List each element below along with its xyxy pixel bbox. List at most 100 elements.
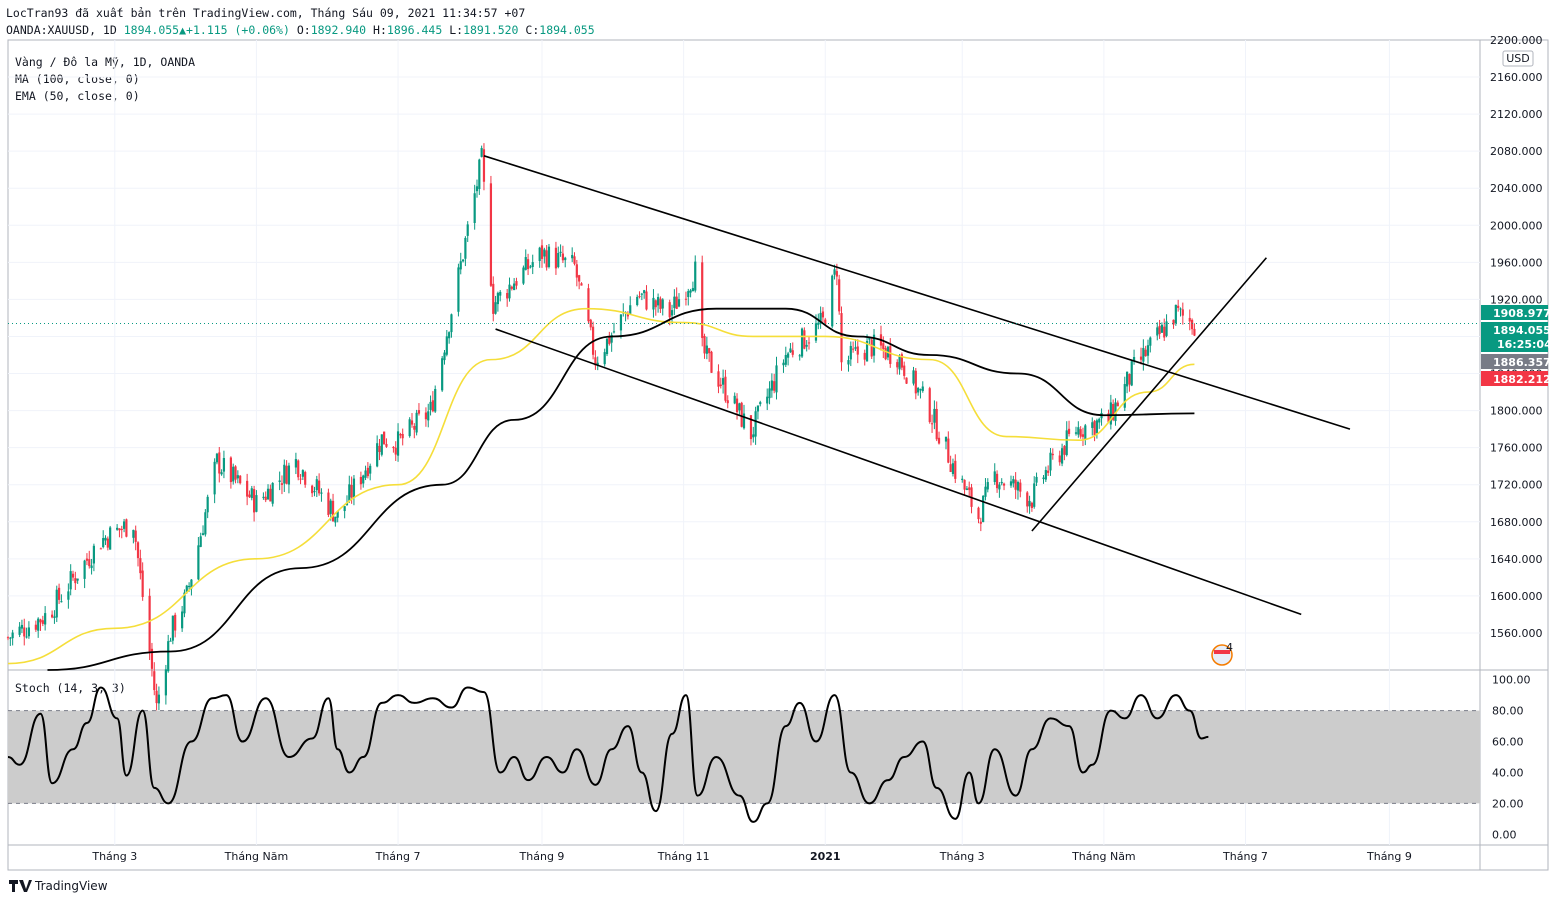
candle-body — [543, 249, 546, 257]
candle-body — [222, 457, 226, 472]
price-axis-label: 1760.000 — [1490, 442, 1543, 455]
candle-body — [638, 296, 641, 298]
candle-body — [1107, 413, 1110, 422]
low-price-tag[interactable] — [1481, 371, 1548, 386]
candle-body — [1077, 427, 1080, 435]
candle-body — [20, 624, 24, 629]
candle-body — [1146, 345, 1150, 356]
stoch-axis-label: 60.00 — [1492, 736, 1524, 749]
candle-body — [1084, 425, 1087, 440]
candle-body — [1165, 321, 1168, 336]
candle-body — [847, 360, 850, 365]
countdown-text: 16:25:04 — [1497, 338, 1552, 351]
candle-body — [234, 466, 237, 480]
candle-body — [262, 496, 265, 498]
candle-body — [102, 538, 105, 548]
candle-body — [278, 480, 281, 483]
candle-body — [1130, 361, 1133, 386]
candle-body — [742, 413, 746, 429]
price-axis-label: 1960.000 — [1490, 256, 1543, 269]
candle-body — [164, 669, 167, 696]
candle-body — [798, 355, 801, 357]
high-label: H: — [373, 23, 387, 37]
candle-body — [320, 492, 323, 494]
legend-ema[interactable]: EMA (50, close, 0) — [15, 89, 140, 103]
candle-body — [369, 465, 372, 474]
tradingview-footer[interactable]: TradingView — [8, 879, 108, 893]
trendline-3[interactable] — [1031, 257, 1268, 532]
candle-body — [914, 370, 917, 394]
candle-body — [800, 328, 804, 357]
candle-body — [726, 400, 729, 404]
mid-price-tag[interactable] — [1481, 354, 1548, 369]
candle-body — [752, 434, 755, 438]
legend-ma[interactable]: MA (100, close, 0) — [15, 72, 140, 86]
candle-body — [1016, 481, 1020, 491]
candle-body — [364, 470, 367, 478]
candle-body — [285, 465, 288, 484]
candle-body — [773, 381, 776, 391]
candle-body — [150, 648, 154, 669]
candle-body — [271, 482, 274, 504]
price-change: +1.115 (+0.06%) — [186, 23, 290, 37]
high-price-tag[interactable] — [1481, 305, 1548, 320]
candle-body — [1139, 356, 1143, 360]
ma-100-line[interactable] — [47, 307, 1195, 671]
ema-50-line[interactable] — [7, 307, 1195, 665]
candle-body — [1026, 492, 1029, 507]
candle-body — [986, 482, 989, 490]
candle-body — [640, 293, 643, 295]
candle-body — [1172, 319, 1175, 325]
candle-body — [1156, 327, 1159, 336]
candle-body — [187, 585, 191, 588]
candle-body — [1179, 308, 1182, 310]
candle-body — [835, 271, 838, 277]
candle-body — [559, 251, 562, 253]
trendline-1[interactable] — [483, 155, 1351, 430]
candle-body — [547, 246, 551, 268]
candle-body — [643, 290, 646, 294]
candle-body — [824, 319, 827, 325]
last-price: 1894.055 — [123, 23, 180, 37]
candle-body — [197, 545, 200, 580]
candle-body — [60, 601, 63, 603]
candle-body — [689, 290, 692, 293]
candle-body — [1142, 347, 1145, 362]
candle-body — [155, 690, 158, 704]
candle-body — [1149, 337, 1152, 346]
candle-body — [399, 434, 402, 436]
stoch-line[interactable] — [7, 686, 1209, 823]
candle-body — [327, 492, 330, 515]
candle-body — [1028, 500, 1031, 507]
symbol-label[interactable]: OANDA:XAUUSD, 1D — [6, 23, 117, 37]
candle-body — [1009, 481, 1013, 486]
price-axis-label: 1560.000 — [1490, 627, 1543, 640]
candle-body — [153, 671, 156, 691]
candle-body — [1060, 448, 1064, 464]
candle-body — [1188, 317, 1191, 322]
candle-body — [429, 401, 432, 410]
candle-body — [169, 640, 172, 642]
candle-body — [557, 252, 560, 268]
candle-body — [807, 342, 811, 344]
candle-body — [903, 365, 906, 376]
price-axis-label: 2000.000 — [1490, 219, 1543, 232]
candle-body — [982, 495, 985, 523]
last-price-tag[interactable] — [1481, 322, 1548, 352]
candle-body — [215, 453, 219, 463]
candle-body — [993, 471, 996, 483]
candle-body — [116, 527, 119, 530]
currency-badge[interactable] — [1502, 50, 1534, 67]
candle-body — [580, 283, 583, 286]
trendline-2[interactable] — [495, 328, 1302, 616]
candle-body — [868, 338, 871, 340]
candle-body — [522, 267, 525, 284]
candle-body — [85, 558, 89, 561]
candle-body — [930, 423, 934, 425]
legend-title[interactable]: Vàng / Đô la Mỹ, 1D, OANDA — [15, 55, 196, 69]
candle-body — [174, 614, 177, 631]
candle-body — [473, 193, 476, 223]
price-axis-label: 1600.000 — [1490, 590, 1543, 603]
candle-body — [297, 460, 300, 478]
